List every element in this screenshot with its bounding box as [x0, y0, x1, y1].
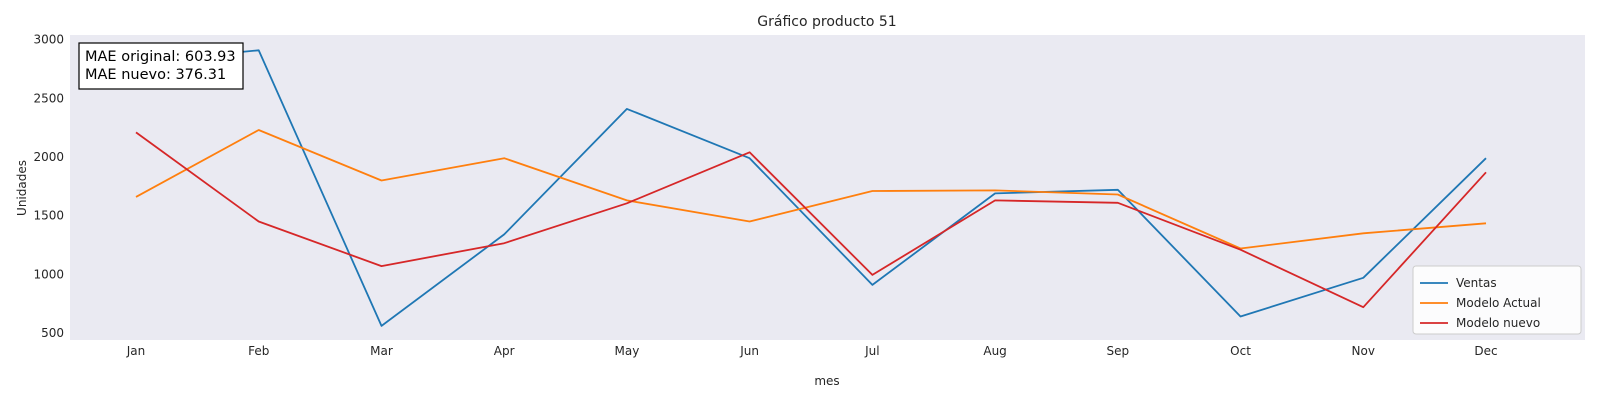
annotation-box: MAE original: 603.93 MAE nuevo: 376.31: [78, 42, 244, 90]
legend-label-modelo-actual: Modelo Actual: [1456, 296, 1541, 310]
plot-area: [70, 35, 1585, 340]
legend-label-modelo-nuevo: Modelo nuevo: [1456, 316, 1540, 330]
series-line-ventas: [135, 49, 1487, 327]
x-tick-label: Sep: [1107, 344, 1130, 358]
x-tick-label: Apr: [494, 344, 515, 358]
x-tick-label: Jan: [126, 344, 146, 358]
legend: Ventas Modelo Actual Modelo nuevo: [1412, 265, 1582, 335]
x-tick-label: Aug: [983, 344, 1006, 358]
x-tick-label: Mar: [370, 344, 393, 358]
x-tick-label: Jul: [864, 344, 879, 358]
legend-frame: [1412, 265, 1582, 335]
series-line-modelo-nuevo: [135, 131, 1487, 309]
x-tick-label: Oct: [1230, 344, 1251, 358]
annotation-mae-nuevo: MAE nuevo: 376.31: [85, 67, 226, 83]
series-lines: [135, 49, 1487, 327]
chart-title: Gráfico producto 51: [757, 14, 896, 30]
x-axis-label: mes: [814, 374, 839, 388]
annotation-mae-original: MAE original: 603.93: [85, 49, 236, 65]
y-tick-label: 1500: [33, 209, 64, 223]
y-tick-label: 2500: [33, 91, 64, 105]
series-line-modelo-actual: [135, 129, 1487, 250]
x-tick-label: Feb: [248, 344, 269, 358]
y-tick-label: 2000: [33, 150, 64, 164]
legend-label-ventas: Ventas: [1456, 276, 1497, 290]
x-tick-label: Nov: [1352, 344, 1375, 358]
x-tick-label: Jun: [739, 344, 759, 358]
x-tick-label: Dec: [1474, 344, 1497, 358]
y-tick-label: 500: [41, 326, 64, 340]
y-tick-label: 3000: [33, 33, 64, 47]
y-axis-label: Unidades: [15, 160, 29, 216]
annotation-frame: [78, 42, 244, 90]
x-tick-label: May: [615, 344, 640, 358]
y-tick-label: 1000: [33, 267, 64, 281]
axis-ticks: Jan Feb Mar Apr May Jun Jul Aug Sep Oct Nov Dec 500 1…: [33, 33, 1497, 358]
